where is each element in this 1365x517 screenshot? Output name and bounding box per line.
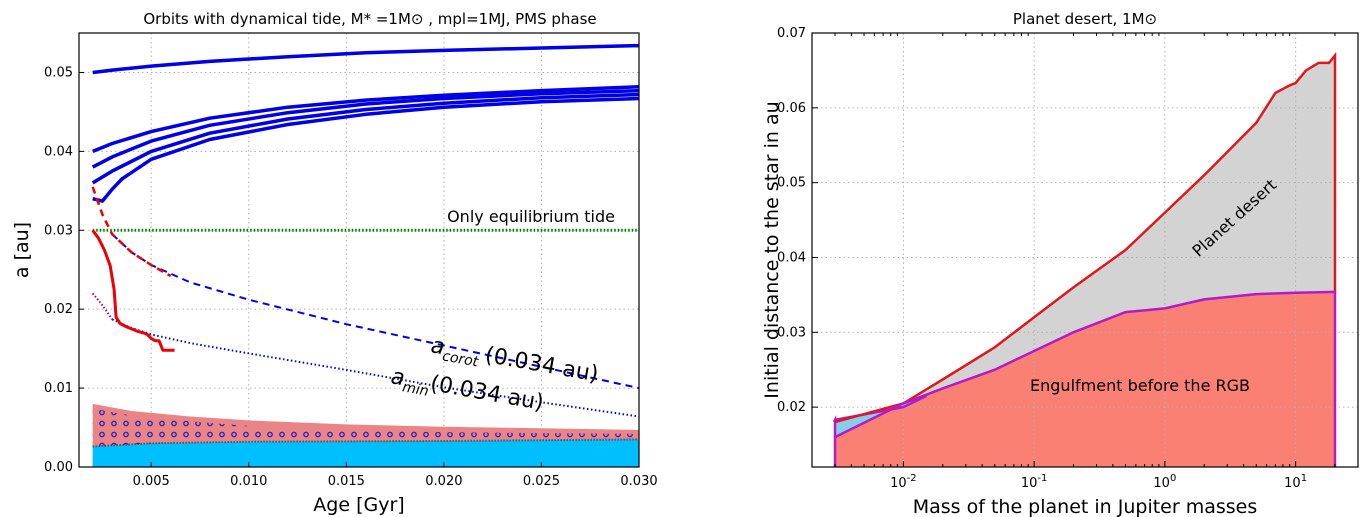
acorot-symbol: a: [429, 333, 447, 360]
right-y-tick-label: 0.04: [777, 250, 806, 265]
right-x-axis-title: Mass of the planet in Jupiter masses: [913, 496, 1258, 517]
left-series: [91, 43, 640, 418]
left-chart-title: Orbits with dynamical tide, M* =1M⊙ , mp…: [143, 10, 596, 28]
series-line-dotted-red: [91, 292, 114, 320]
series-line-solid-blue: [92, 43, 640, 75]
left-x-tick-label: 0.025: [523, 474, 560, 489]
series-line-dashed-blue: [111, 233, 640, 390]
left-x-tick-label: 0.015: [328, 474, 365, 489]
engulfment-label: Engulfment before the RGB: [1030, 376, 1250, 395]
right-y-tick-label: 0.05: [777, 176, 806, 191]
right-y-tick-label: 0.06: [777, 101, 806, 116]
amin-symbol: a: [389, 364, 407, 391]
equilibrium-label: Only equilibrium tide: [447, 207, 615, 226]
purple-left-boundary: [832, 394, 927, 467]
desert-chart: Planet desert, 1M⊙ 10-2 10-1 100 101 0.02 0.0…: [761, 10, 1359, 517]
planet-desert-region: [835, 55, 1335, 438]
amin-subscript: min: [401, 379, 430, 399]
series-line-solid-red: [91, 229, 175, 352]
right-plot-frame: [811, 32, 1359, 468]
right-x-tick-label: 10-2: [890, 473, 917, 491]
left-x-tick-label: 0.005: [133, 474, 170, 489]
right-y-tick-label: 0.03: [777, 325, 806, 340]
orbit-chart: Orbits with dynamical tide, M* =1M⊙ , mp…: [11, 10, 658, 516]
left-regions: [92, 403, 640, 467]
series-line-dashed-red: [91, 186, 172, 278]
left-y-tick-label: 0.04: [44, 144, 73, 159]
left-ticks: 0.005 0.010 0.015 0.020 0.025 0.030 0.00 0.01 0.…: [44, 65, 658, 489]
purple-lower-boundary: [834, 290, 1337, 468]
star-region-cyan: [92, 439, 639, 467]
right-boundaries: [832, 51, 1337, 468]
right-x-tick-label: 10-1: [1021, 473, 1048, 491]
right-x-tick-label: 100: [1153, 473, 1176, 491]
amin-value: (0.034 au): [428, 371, 545, 416]
right-y-axis-title: Initial distance to the star in au: [761, 101, 783, 398]
left-x-axis-title: Age [Gyr]: [313, 494, 404, 516]
left-x-tick-label: 0.010: [230, 474, 267, 489]
right-chart-title: Planet desert, 1M⊙: [1013, 10, 1157, 28]
series-line-solid-blue: [91, 92, 640, 185]
right-y-tick-label: 0.02: [777, 400, 806, 415]
right-y-tick-label: 0.07: [777, 26, 806, 41]
acorot-subscript: corot: [441, 348, 480, 370]
left-y-axis-title: a [au]: [11, 222, 33, 278]
left-y-tick-label: 0.05: [44, 65, 73, 80]
left-y-tick-label: 0.01: [44, 381, 73, 396]
left-x-tick-label: 0.030: [620, 474, 657, 489]
star-surface-line: [92, 438, 640, 448]
left-y-tick-label: 0.02: [44, 302, 73, 317]
series-line-solid-blue: [91, 88, 640, 169]
right-ticks: 10-2 10-1 100 101 0.02 0.03 0.04 0.05 0.06 0.07: [777, 26, 1359, 491]
left-y-tick-label: 0.00: [44, 460, 73, 475]
series-line-solid-blue: [92, 96, 640, 203]
left-x-tick-label: 0.020: [425, 474, 462, 489]
series-line-solid-blue: [92, 84, 640, 154]
right-x-tick-label: 101: [1284, 473, 1307, 491]
engulfment-region: [835, 291, 1335, 467]
left-plot-frame: [78, 32, 640, 468]
red-upper-boundary: [834, 51, 1337, 424]
left-y-tick-label: 0.03: [44, 223, 73, 238]
